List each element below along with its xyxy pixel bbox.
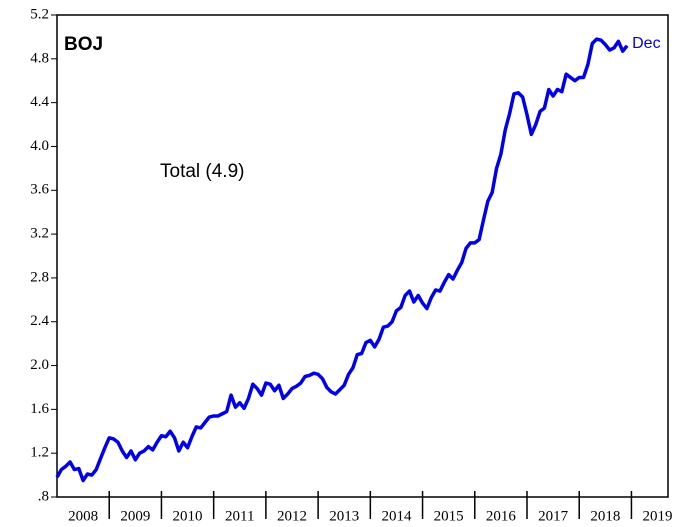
x-tick-label: 2016 (486, 508, 517, 524)
x-tick-label: 2018 (590, 508, 620, 524)
y-tick-label: 2.8 (30, 269, 49, 285)
x-tick-label: 2011 (225, 508, 254, 524)
y-tick-label: 1.6 (30, 401, 49, 417)
x-tick-label: 2008 (68, 508, 98, 524)
end-label: Dec (632, 35, 660, 52)
series-line (55, 37, 629, 483)
y-tick-label: 2.4 (30, 313, 49, 329)
chart-title: BOJ (64, 34, 103, 55)
x-tick-label: 2017 (538, 508, 569, 524)
y-tick-label: 3.2 (30, 226, 49, 242)
plot-frame (56, 14, 669, 498)
x-tick-label: 2012 (277, 508, 307, 524)
y-tick-label: .8 (38, 488, 49, 504)
y-tick-label: 1.2 (30, 445, 49, 461)
y-tick-label: 4.8 (30, 50, 49, 66)
y-tick-label: 4.4 (30, 94, 49, 110)
y-tick-label: 5.2 (30, 6, 49, 22)
x-tick-label: 2019 (643, 508, 673, 524)
y-tick-label: 2.0 (30, 357, 49, 373)
y-tick-label: 4.0 (30, 138, 49, 154)
x-tick-label: 2010 (173, 508, 203, 524)
x-tick-label: 2009 (120, 508, 150, 524)
x-tick-label: 2013 (329, 508, 359, 524)
y-tick-label: 3.6 (30, 182, 49, 198)
x-tick-label: 2014 (381, 508, 412, 524)
x-tick-label: 2015 (434, 508, 464, 524)
annotation: Total (4.9) (160, 161, 244, 182)
